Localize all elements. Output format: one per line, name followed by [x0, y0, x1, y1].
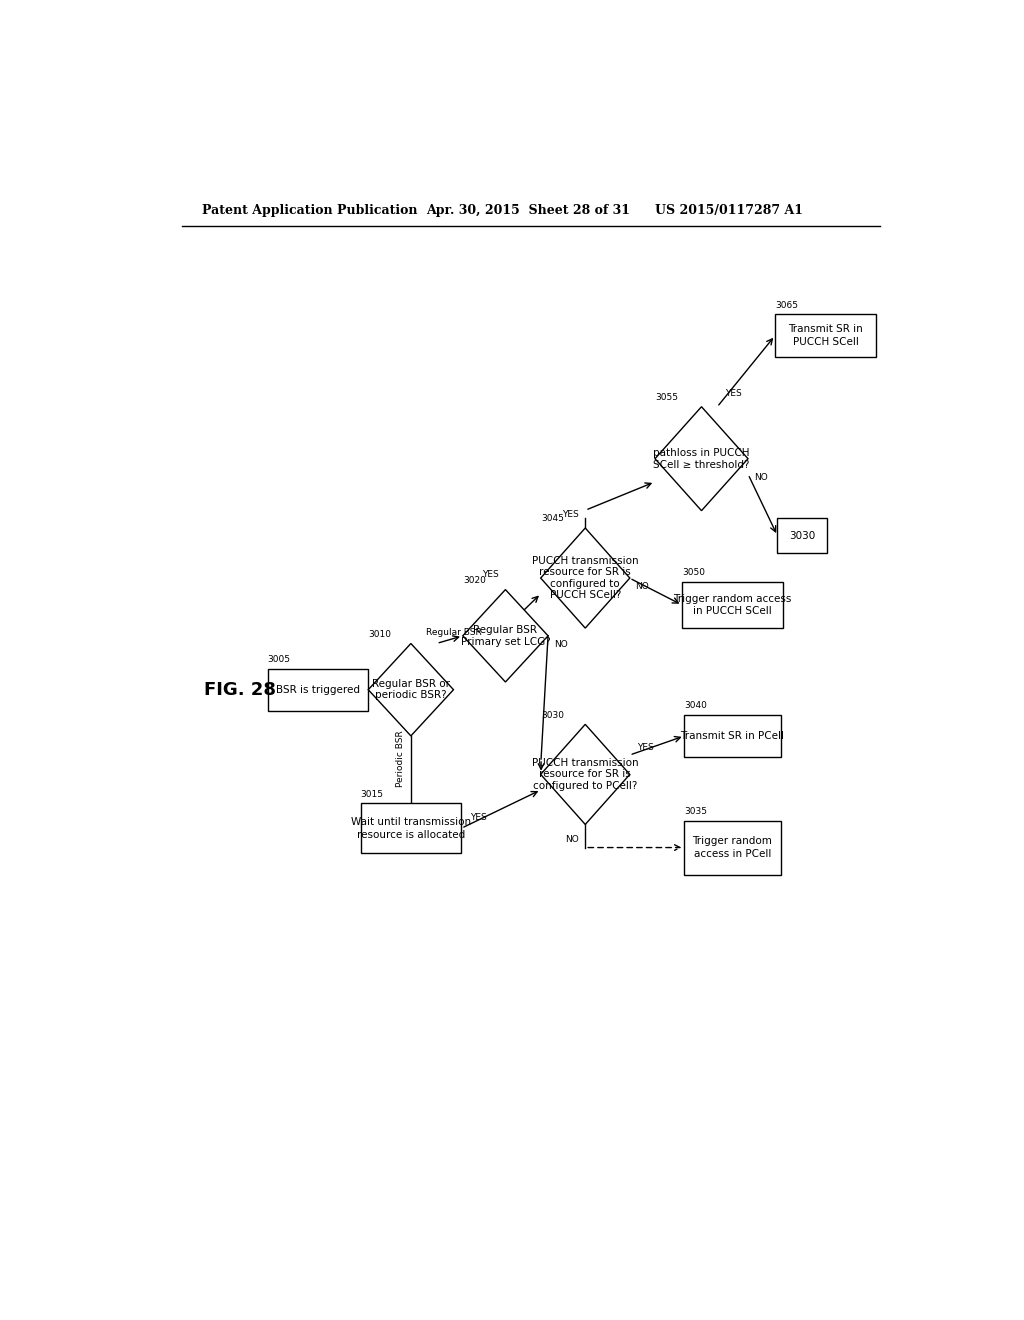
- Polygon shape: [655, 407, 748, 511]
- Text: 3020: 3020: [463, 576, 485, 585]
- Text: BSR is triggered: BSR is triggered: [275, 685, 359, 694]
- Text: NO: NO: [636, 582, 649, 591]
- Bar: [777, 519, 827, 553]
- Text: 3030: 3030: [541, 710, 564, 719]
- Polygon shape: [369, 644, 454, 737]
- Text: Trigger random
access in PCell: Trigger random access in PCell: [692, 837, 772, 859]
- Text: 3005: 3005: [267, 655, 291, 664]
- Text: YES: YES: [562, 510, 579, 519]
- Text: Regular BSR or
periodic BSR?: Regular BSR or periodic BSR?: [372, 678, 450, 701]
- Text: PUCCH transmission
resource for SR is
configured to
PUCCH SCell?: PUCCH transmission resource for SR is co…: [531, 556, 639, 601]
- Text: US 2015/0117287 A1: US 2015/0117287 A1: [655, 205, 803, 218]
- Bar: [684, 714, 781, 758]
- Text: FIG. 28: FIG. 28: [205, 681, 276, 698]
- Text: Periodic BSR: Periodic BSR: [395, 731, 404, 787]
- Bar: [682, 582, 783, 628]
- Bar: [267, 668, 369, 711]
- Text: 3050: 3050: [682, 569, 706, 577]
- Text: YES: YES: [471, 813, 487, 822]
- Polygon shape: [463, 590, 548, 682]
- Text: NO: NO: [554, 640, 568, 648]
- Polygon shape: [541, 528, 630, 628]
- Text: Transmit SR in
PUCCH SCell: Transmit SR in PUCCH SCell: [788, 325, 863, 347]
- Text: PUCCH transmission
resource for SR is
configured to PCell?: PUCCH transmission resource for SR is co…: [531, 758, 639, 791]
- Text: Wait until transmission
resource is allocated: Wait until transmission resource is allo…: [351, 817, 471, 840]
- Text: NO: NO: [565, 836, 579, 845]
- Text: 3030: 3030: [790, 531, 815, 541]
- Text: YES: YES: [725, 389, 741, 397]
- Text: YES: YES: [482, 570, 500, 578]
- Polygon shape: [541, 725, 630, 825]
- Text: YES: YES: [637, 743, 654, 752]
- Text: Regular BSR
Primary set LCG?: Regular BSR Primary set LCG?: [461, 624, 550, 647]
- Text: 3065: 3065: [775, 301, 798, 310]
- Bar: [360, 804, 461, 853]
- Text: pathloss in PUCCH
SCell ≥ threshold?: pathloss in PUCCH SCell ≥ threshold?: [653, 447, 750, 470]
- Text: NO: NO: [755, 474, 768, 482]
- Text: 3055: 3055: [655, 393, 678, 403]
- Bar: [684, 821, 781, 874]
- Text: 3035: 3035: [684, 807, 708, 816]
- Text: Trigger random access
in PUCCH SCell: Trigger random access in PUCCH SCell: [674, 594, 792, 616]
- Text: 3010: 3010: [369, 630, 391, 639]
- Text: Transmit SR in PCell: Transmit SR in PCell: [681, 731, 784, 741]
- Text: 3045: 3045: [541, 515, 564, 524]
- Text: 3015: 3015: [360, 791, 384, 799]
- Bar: [775, 314, 876, 356]
- Text: Regular BSR: Regular BSR: [426, 628, 481, 638]
- Text: Apr. 30, 2015  Sheet 28 of 31: Apr. 30, 2015 Sheet 28 of 31: [426, 205, 631, 218]
- Text: 3040: 3040: [684, 701, 708, 710]
- Text: Patent Application Publication: Patent Application Publication: [202, 205, 417, 218]
